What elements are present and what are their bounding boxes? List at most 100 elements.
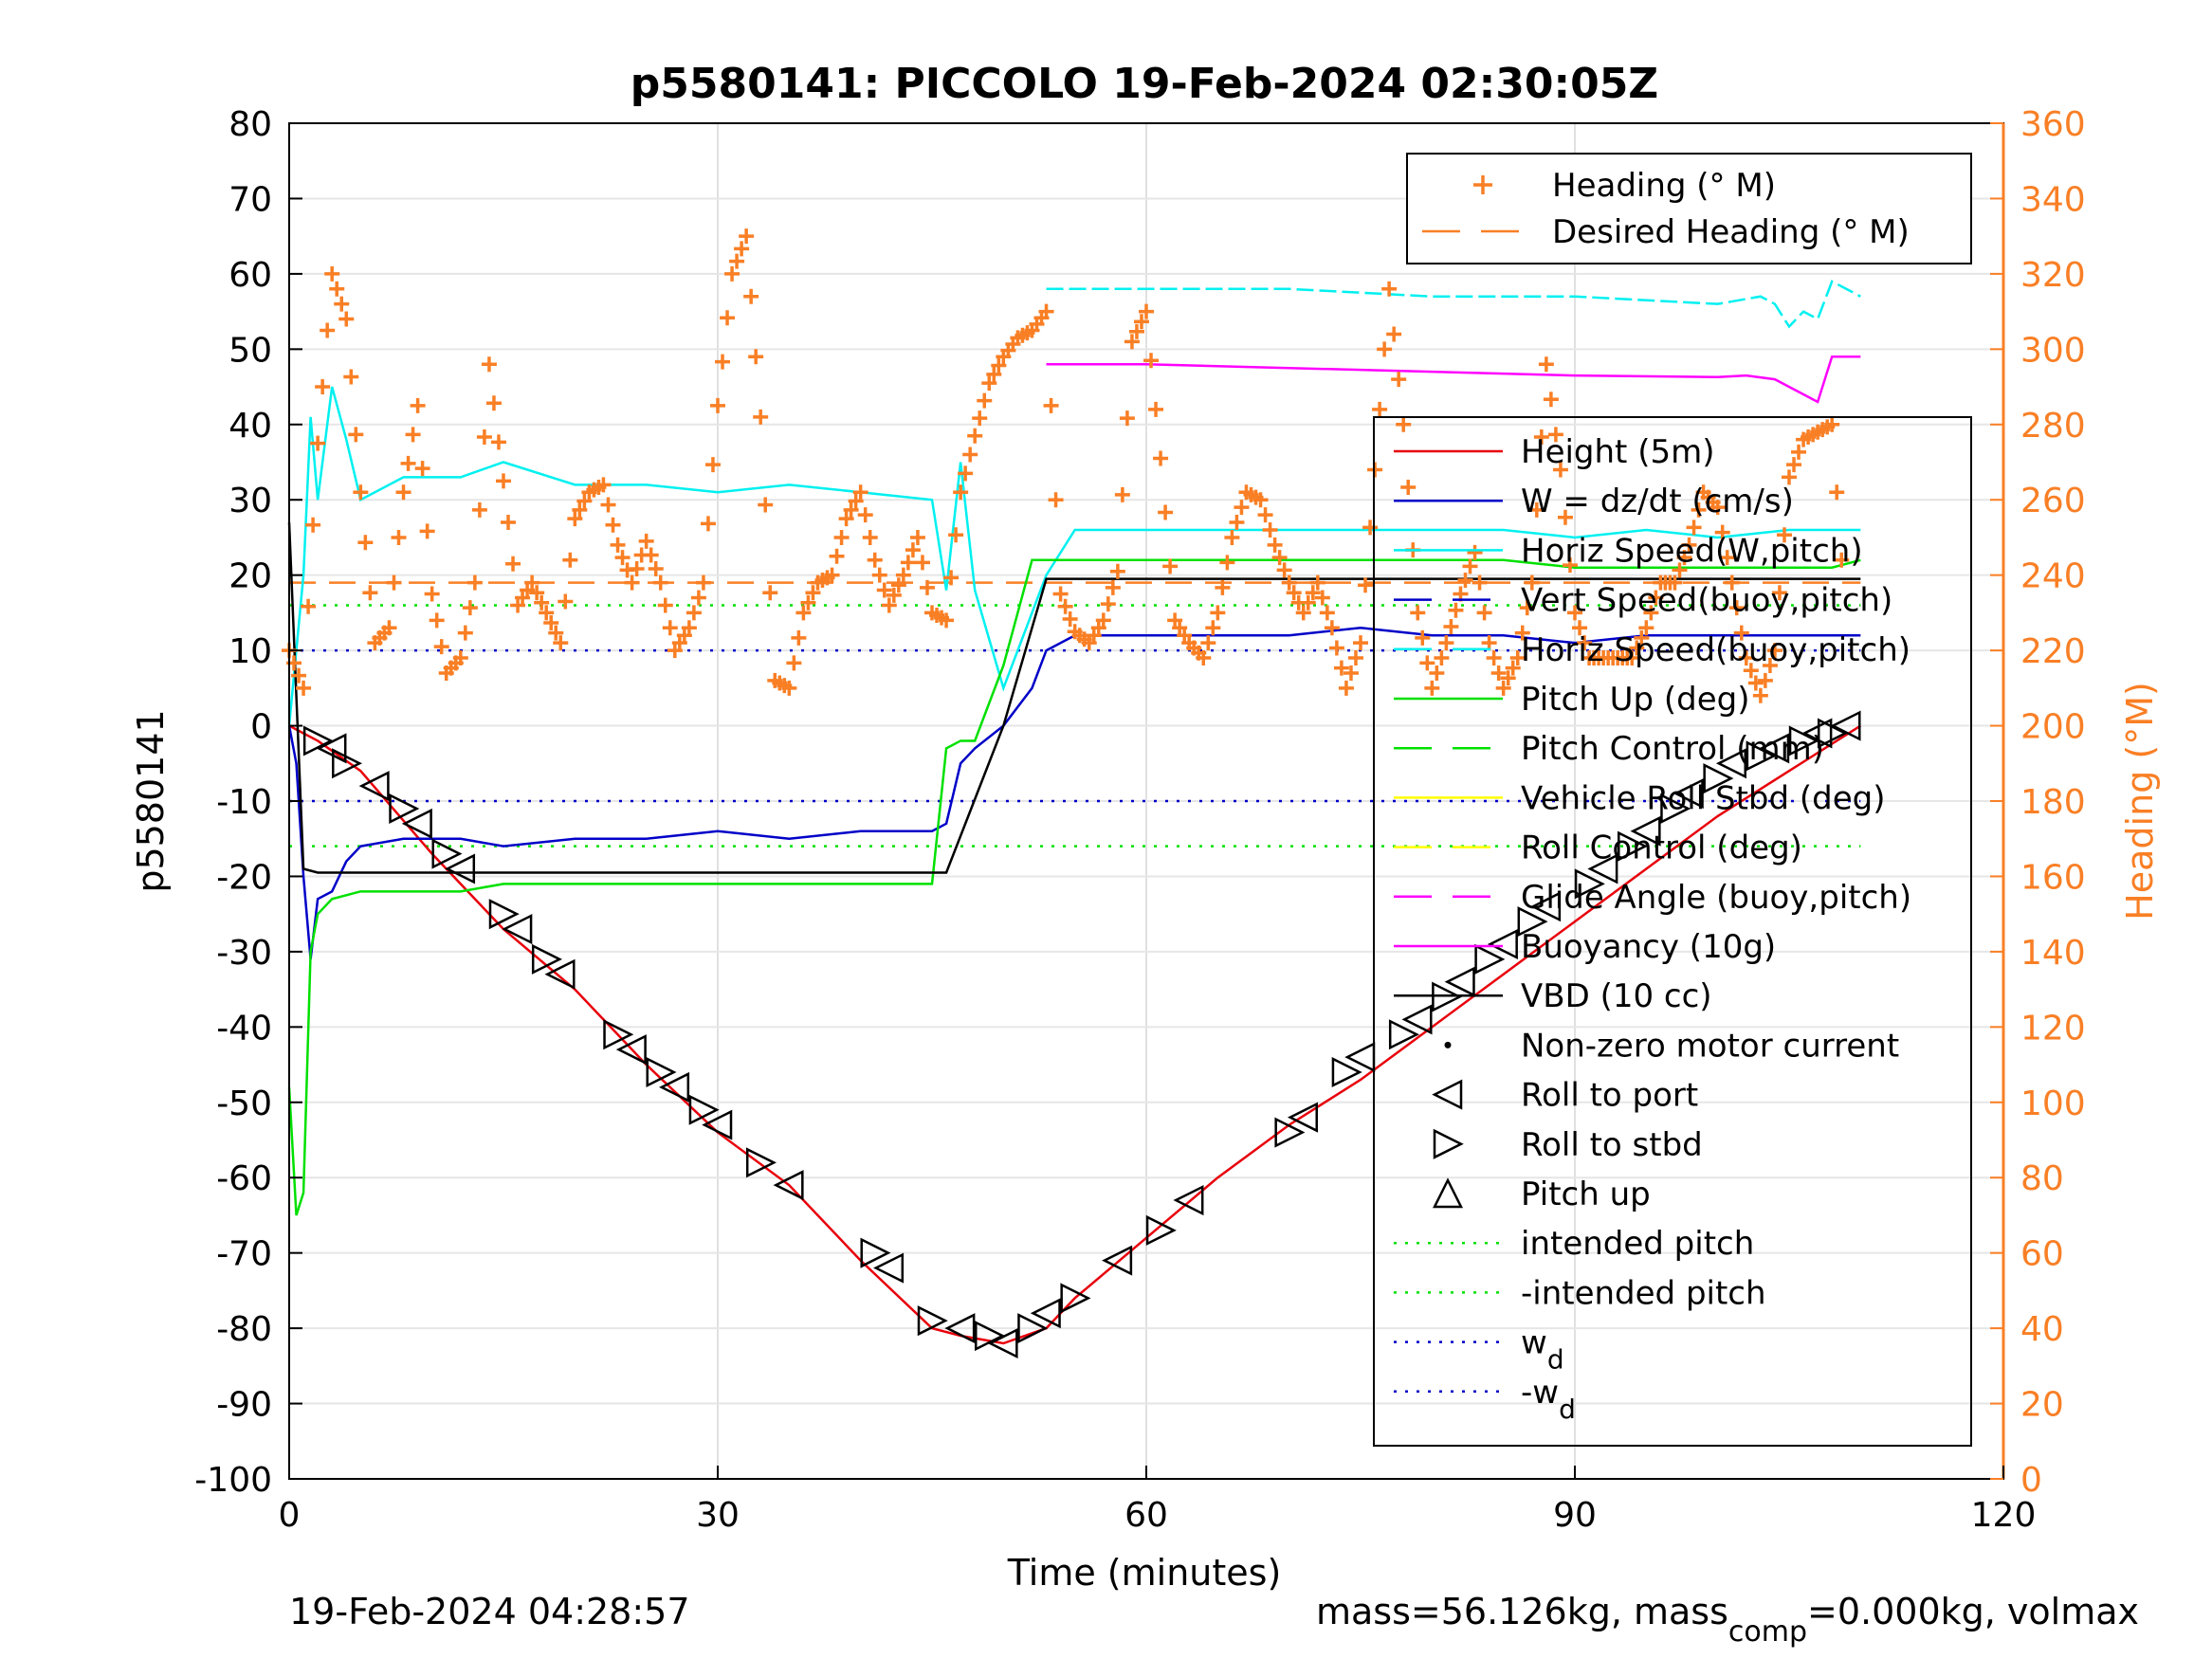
heading-marker: [1743, 663, 1759, 679]
heading-marker: [857, 507, 873, 523]
y2-tick-label: 20: [2020, 1386, 2064, 1425]
x-tick-label: 60: [1124, 1496, 1168, 1535]
heading-marker: [1728, 600, 1745, 616]
heading-marker: [895, 567, 911, 583]
roll-marker: [975, 1321, 1006, 1352]
heading-marker: [1343, 665, 1359, 681]
heading-marker: [1691, 501, 1707, 518]
heading-marker: [1362, 520, 1379, 536]
heading-marker: [529, 585, 545, 601]
y2-tick-label: 80: [2020, 1159, 2064, 1198]
series-line: [1046, 280, 1861, 329]
roll-marker: [615, 1034, 647, 1066]
heading-marker: [1377, 341, 1393, 357]
heading-marker: [429, 612, 445, 629]
series-line: [287, 558, 1861, 1216]
roll-marker: [659, 1071, 690, 1103]
heading-marker: [710, 397, 725, 413]
legend-label-main: -w: [1521, 1374, 1559, 1412]
heading-marker: [600, 497, 616, 513]
legend-label: wd: [1521, 1324, 1564, 1376]
heading-marker: [466, 574, 483, 591]
heading-marker: [1547, 427, 1563, 443]
y-axis-ticks: 80 70 60 50 40 30 20 10 0 -10 -20 -30 -40 -50 -60 -70 -8…: [194, 105, 302, 1500]
heading-marker: [1500, 670, 1516, 686]
legend-label: Vehicle Roll Stbd (deg): [1521, 779, 1886, 817]
heading-marker: [1486, 650, 1502, 666]
legend-heading: Heading (° M) Desired Heading (° M): [1406, 153, 1972, 264]
heading-marker: [681, 620, 697, 636]
heading-marker: [1305, 585, 1321, 601]
heading-marker: [1271, 550, 1288, 566]
heading-marker: [909, 529, 925, 545]
roll-marker: [944, 1313, 976, 1344]
heading-marker: [1205, 620, 1221, 636]
heading-marker: [1552, 462, 1568, 478]
heading-marker: [958, 465, 974, 482]
roll-marker: [1145, 1214, 1177, 1246]
heading-marker: [1196, 650, 1212, 666]
roll-marker: [445, 853, 476, 884]
y-tick-label: -90: [216, 1386, 272, 1425]
heading-marker: [648, 561, 664, 577]
heading-marker: [1410, 605, 1426, 621]
heading-marker: [558, 593, 574, 610]
heading-marker: [1057, 598, 1073, 614]
x-axis-label: Time (minutes): [1007, 1552, 1282, 1594]
heading-marker: [1724, 574, 1740, 591]
legend-marker: [1433, 1128, 1464, 1159]
heading-marker: [1309, 574, 1325, 591]
y2-axis-ticks: 3603403203002802602402202001801601401201…: [1990, 105, 2086, 1500]
heading-marker: [1733, 625, 1749, 641]
legend-label: Pitch Control (mm): [1521, 730, 1824, 768]
mass-subscript: comp: [1728, 1615, 1807, 1649]
y2-tick-label: 360: [2020, 105, 2086, 144]
legend-label: W = dz/dt (cm/s): [1521, 483, 1794, 520]
heading-marker: [1100, 596, 1116, 612]
heading-marker: [1829, 484, 1845, 501]
heading-marker: [405, 427, 421, 443]
heading-marker: [1638, 620, 1654, 636]
y-tick-label: -80: [216, 1310, 272, 1349]
y-tick-label: -40: [216, 1009, 272, 1048]
heading-marker: [1572, 620, 1588, 636]
heading-marker: [462, 600, 478, 616]
roll-marker: [1517, 906, 1548, 938]
heading-marker: [948, 527, 964, 543]
heading-marker: [1333, 660, 1349, 676]
heading-marker: [900, 555, 916, 571]
y2-tick-label: 160: [2020, 858, 2086, 897]
roll-marker: [688, 1094, 720, 1125]
legend-label: Heading (° M): [1552, 167, 1776, 205]
heading-marker: [1124, 334, 1140, 350]
heading-marker: [905, 542, 921, 558]
heading-marker: [476, 429, 492, 446]
x-tick-label: 0: [279, 1496, 301, 1535]
y-tick-label: 0: [250, 708, 272, 747]
heading-marker: [1667, 574, 1683, 591]
roll-marker: [502, 914, 533, 945]
heading-marker: [1396, 416, 1412, 432]
legend-label-sub: d: [1559, 1394, 1576, 1425]
y2-tick-label: 120: [2020, 1009, 2086, 1048]
heading-marker: [1052, 586, 1069, 602]
heading-marker: [1415, 629, 1431, 646]
heading-marker: [1162, 558, 1179, 574]
heading-marker: [638, 533, 654, 549]
heading-marker: [1143, 353, 1160, 369]
heading-marker: [391, 529, 407, 545]
y2-tick-label: 320: [2020, 256, 2086, 295]
y-tick-label: -30: [216, 934, 272, 973]
heading-marker: [1429, 665, 1445, 681]
legend-marker: [1444, 1041, 1452, 1048]
roll-marker: [1487, 928, 1518, 959]
heading-marker: [829, 548, 845, 564]
heading-marker: [1281, 574, 1297, 591]
heading-marker: [1577, 635, 1593, 651]
heading-marker: [1286, 585, 1302, 601]
heading-marker: [914, 555, 930, 571]
legend-label: -intended pitch: [1521, 1274, 1766, 1312]
heading-marker: [1567, 605, 1582, 621]
heading-marker: [962, 447, 978, 463]
heading-marker: [1252, 492, 1269, 508]
